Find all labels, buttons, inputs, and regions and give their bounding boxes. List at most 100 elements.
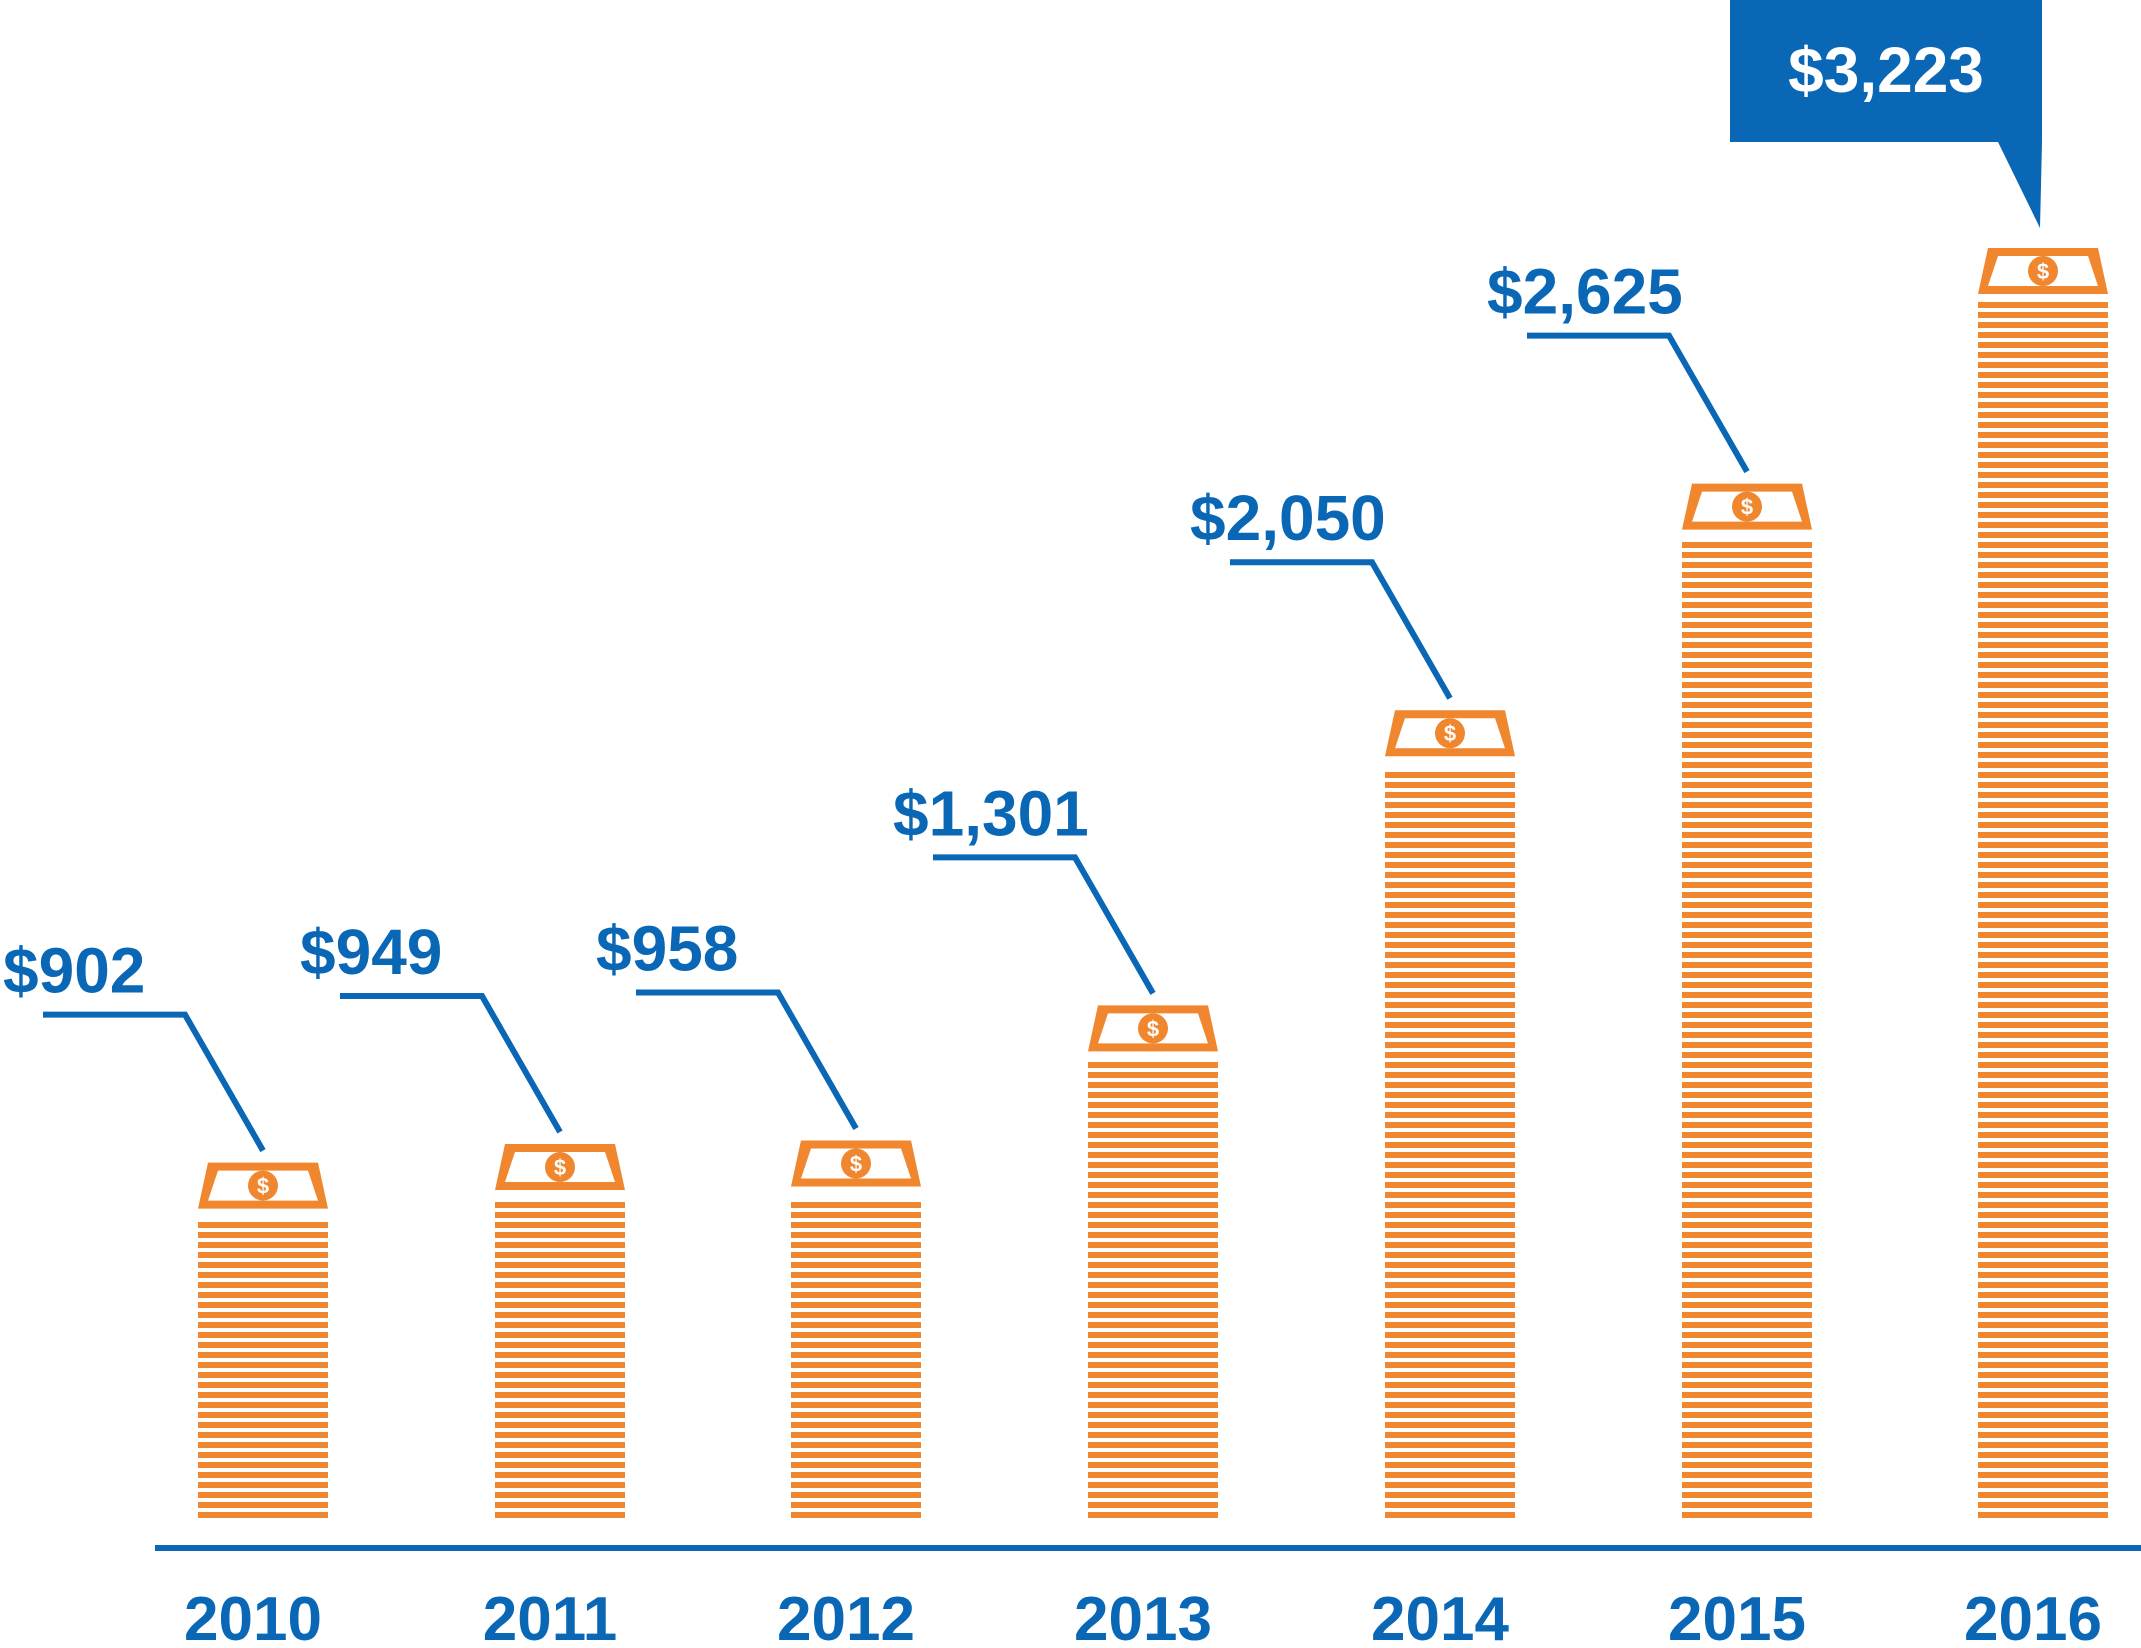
bar-stripe <box>1682 1082 1812 1088</box>
bar-stripe <box>1978 472 2108 478</box>
bar-stripe <box>1978 312 2108 318</box>
dollar-icon <box>248 1170 278 1201</box>
bar-stripe <box>1682 982 1812 988</box>
bar-stripe <box>1385 1392 1515 1398</box>
bar-stripe <box>1978 812 2108 818</box>
bar-stripe <box>1088 1112 1218 1118</box>
bar-stripe <box>1682 1052 1812 1058</box>
bar-stripe <box>1088 1212 1218 1218</box>
value-label: $949 <box>300 916 442 988</box>
bar-stripe <box>1978 1382 2108 1388</box>
bar-stripe <box>1385 1462 1515 1468</box>
bar-stripe <box>791 1462 921 1468</box>
bar-stripe <box>1978 1462 2108 1468</box>
bar-stripe <box>495 1372 625 1378</box>
bar-stripe <box>1978 502 2108 508</box>
bar-stripe <box>1385 782 1515 788</box>
bar-stripe <box>1978 942 2108 948</box>
dollar-sign: $ <box>850 1152 862 1177</box>
bar-stripe <box>198 1222 328 1228</box>
bar-stripe <box>1385 932 1515 938</box>
bar-stripe <box>1978 542 2108 548</box>
bar-stripe <box>1978 522 2108 528</box>
bar-stripe <box>1682 812 1812 818</box>
bar-stripe <box>791 1292 921 1298</box>
dollar-icon <box>2028 256 2058 286</box>
value-label: $958 <box>596 913 738 985</box>
bar-stripe <box>791 1322 921 1328</box>
bar-stripe <box>1682 1092 1812 1098</box>
bar-stripe <box>1978 802 2108 808</box>
bar-stripe <box>1385 1102 1515 1108</box>
bar-stripe <box>495 1242 625 1248</box>
bar-stripe <box>1385 842 1515 848</box>
dollar-sign: $ <box>2037 259 2049 284</box>
bar-stripe <box>1385 1002 1515 1008</box>
dollar-sign: $ <box>1147 1016 1159 1041</box>
bar-stripe <box>1682 1072 1812 1078</box>
bar-stripe <box>1088 1302 1218 1308</box>
bar-stripe <box>1682 892 1812 898</box>
leader-line <box>43 1011 266 1153</box>
bar-stripe <box>1682 1112 1812 1118</box>
bar-stripe <box>1088 1462 1218 1468</box>
bar-stripe <box>1978 1292 2108 1298</box>
bar-stripe <box>198 1262 328 1268</box>
bar-stripe <box>1978 822 2108 828</box>
bar-stripe <box>1385 902 1515 908</box>
bar-stripe <box>791 1212 921 1218</box>
bar-stripe <box>1978 412 2108 418</box>
bar-stripe <box>1385 1232 1515 1238</box>
bar-2013: $ <box>1088 1005 1218 1518</box>
bar-stripe <box>1978 562 2108 568</box>
bar-stripe <box>1385 822 1515 828</box>
bar-stripe <box>1682 1392 1812 1398</box>
value-label: $2,625 <box>1487 256 1683 328</box>
bar-stripe <box>1682 1042 1812 1048</box>
bar-2012: $ <box>791 1140 921 1518</box>
bar-stripe <box>1682 932 1812 938</box>
year-label: 2015 <box>1668 1585 1806 1648</box>
bar-stripe <box>198 1422 328 1428</box>
bar-stripe <box>791 1262 921 1268</box>
bar-stripe <box>1978 1112 2108 1118</box>
bar-stripe <box>495 1322 625 1328</box>
bar-stripe <box>198 1472 328 1478</box>
bar-stripe <box>1978 1392 2108 1398</box>
bar-stripe <box>1385 1132 1515 1138</box>
bar-stripe <box>1088 1202 1218 1208</box>
bar-stripe <box>1385 1482 1515 1488</box>
bar-stripe <box>1385 1212 1515 1218</box>
bar-stripe <box>495 1302 625 1308</box>
value-label: $3,223 <box>1788 34 1984 106</box>
bar-stripe <box>1978 1402 2108 1408</box>
bar-stripe <box>1978 982 2108 988</box>
bar-stripe <box>1978 1172 2108 1178</box>
bar-stripe <box>791 1512 921 1518</box>
bar-stripe <box>1682 1262 1812 1268</box>
bar-stripe <box>1682 592 1812 598</box>
bar-stripe <box>791 1392 921 1398</box>
bar-stripe <box>1385 922 1515 928</box>
year-label: 2014 <box>1371 1585 1509 1648</box>
bar-stripe <box>1978 352 2108 358</box>
bar-stripe <box>1385 1112 1515 1118</box>
bar-stripe <box>495 1442 625 1448</box>
bar-stripe <box>1978 862 2108 868</box>
bar-stripe <box>495 1362 625 1368</box>
bar-stripe <box>1978 662 2108 668</box>
bar-stripe <box>1978 462 2108 468</box>
bar-stripe <box>1385 1372 1515 1378</box>
bar-stripe <box>495 1342 625 1348</box>
bar-stripe <box>1978 622 2108 628</box>
bar-stripe <box>1682 702 1812 708</box>
bar-stripe <box>1682 682 1812 688</box>
bar-stripe <box>1682 722 1812 728</box>
bar-stripe <box>1978 592 2108 598</box>
bar-stripe <box>791 1502 921 1508</box>
bar-stripe <box>1385 1422 1515 1428</box>
bar-stripe <box>1385 1142 1515 1148</box>
bar-stripe <box>1978 1062 2108 1068</box>
year-labels-layer: 2010 2011 2012 2013 2014 2015 2016 <box>184 1585 2102 1648</box>
bar-stripe <box>198 1302 328 1308</box>
